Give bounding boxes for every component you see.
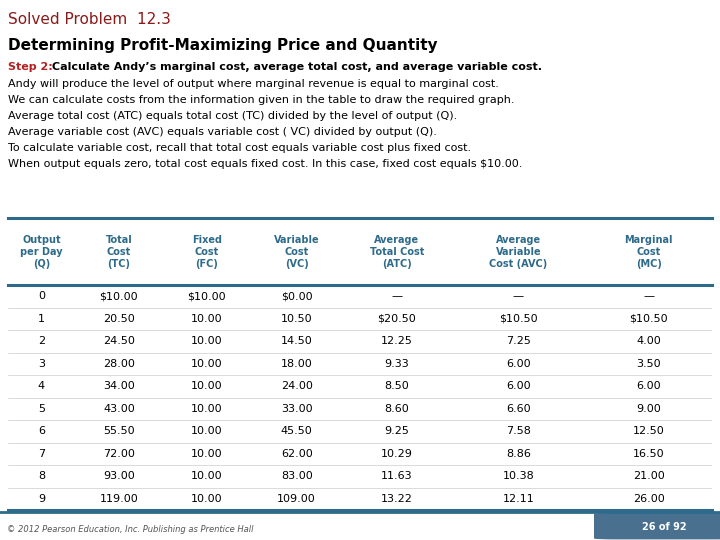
- Text: $10.00: $10.00: [188, 292, 226, 301]
- Text: 9: 9: [38, 494, 45, 504]
- Text: —: —: [513, 292, 524, 301]
- Text: 10.38: 10.38: [503, 471, 534, 481]
- FancyBboxPatch shape: [594, 513, 720, 539]
- Text: Variable
Cost
(VC): Variable Cost (VC): [274, 234, 320, 268]
- Text: 4: 4: [38, 381, 45, 391]
- Text: 10.00: 10.00: [191, 381, 222, 391]
- Text: $10.00: $10.00: [99, 292, 138, 301]
- Text: 12.11: 12.11: [503, 494, 534, 504]
- Text: Fixed
Cost
(FC): Fixed Cost (FC): [192, 234, 222, 268]
- Text: —: —: [643, 292, 654, 301]
- Text: Average
Total Cost
(ATC): Average Total Cost (ATC): [370, 234, 424, 268]
- Text: $10.50: $10.50: [629, 314, 668, 324]
- Text: To calculate variable cost, recall that total cost equals variable cost plus fix: To calculate variable cost, recall that …: [8, 143, 471, 153]
- Text: Average total cost (ATC) equals total cost (TC) divided by the level of output (: Average total cost (ATC) equals total co…: [8, 111, 457, 121]
- Text: 5: 5: [38, 404, 45, 414]
- Text: 33.00: 33.00: [281, 404, 312, 414]
- Text: 10.29: 10.29: [381, 449, 413, 459]
- Text: 4.00: 4.00: [636, 336, 661, 346]
- Text: 21.00: 21.00: [633, 471, 665, 481]
- Text: Average variable cost (AVC) equals variable cost ( VC) divided by output (Q).: Average variable cost (AVC) equals varia…: [8, 127, 437, 137]
- Text: 10.00: 10.00: [191, 494, 222, 504]
- Text: —: —: [392, 292, 402, 301]
- Text: 20.50: 20.50: [103, 314, 135, 324]
- Text: 9.33: 9.33: [384, 359, 410, 369]
- Text: $20.50: $20.50: [377, 314, 416, 324]
- Text: 8.86: 8.86: [506, 449, 531, 459]
- Text: 10.00: 10.00: [191, 404, 222, 414]
- Text: 10.50: 10.50: [281, 314, 312, 324]
- Text: Solved Problem  12.3: Solved Problem 12.3: [8, 12, 171, 27]
- Text: 11.63: 11.63: [381, 471, 413, 481]
- Text: 9.00: 9.00: [636, 404, 661, 414]
- Text: 26 of 92: 26 of 92: [642, 522, 686, 531]
- Text: 8: 8: [38, 471, 45, 481]
- Text: 119.00: 119.00: [99, 494, 138, 504]
- Text: 10.00: 10.00: [191, 426, 222, 436]
- Text: 43.00: 43.00: [103, 404, 135, 414]
- Text: © 2012 Pearson Education, Inc. Publishing as Prentice Hall: © 2012 Pearson Education, Inc. Publishin…: [7, 525, 253, 534]
- Text: 45.50: 45.50: [281, 426, 312, 436]
- Text: 18.00: 18.00: [281, 359, 312, 369]
- Text: 26.00: 26.00: [633, 494, 665, 504]
- Text: 34.00: 34.00: [103, 381, 135, 391]
- Text: 14.50: 14.50: [281, 336, 312, 346]
- Text: 13.22: 13.22: [381, 494, 413, 504]
- Text: 16.50: 16.50: [633, 449, 665, 459]
- Text: 10.00: 10.00: [191, 314, 222, 324]
- Text: We can calculate costs from the information given in the table to draw the requi: We can calculate costs from the informat…: [8, 95, 515, 105]
- Text: 7: 7: [38, 449, 45, 459]
- Text: 62.00: 62.00: [281, 449, 312, 459]
- Text: 28.00: 28.00: [103, 359, 135, 369]
- Text: 6.00: 6.00: [506, 359, 531, 369]
- Text: 6.00: 6.00: [506, 381, 531, 391]
- Text: 10.00: 10.00: [191, 359, 222, 369]
- Text: 24.00: 24.00: [281, 381, 312, 391]
- Text: 6.00: 6.00: [636, 381, 661, 391]
- Text: 109.00: 109.00: [277, 494, 316, 504]
- Text: 1: 1: [38, 314, 45, 324]
- Text: 93.00: 93.00: [103, 471, 135, 481]
- Text: 7.58: 7.58: [506, 426, 531, 436]
- Text: 2: 2: [38, 336, 45, 346]
- Text: $0.00: $0.00: [281, 292, 312, 301]
- Text: 55.50: 55.50: [103, 426, 135, 436]
- Text: When output equals zero, total cost equals fixed cost. In this case, fixed cost : When output equals zero, total cost equa…: [8, 159, 523, 169]
- Text: 12.50: 12.50: [633, 426, 665, 436]
- Text: 72.00: 72.00: [103, 449, 135, 459]
- Text: Output
per Day
(Q): Output per Day (Q): [20, 234, 63, 268]
- Text: 3: 3: [38, 359, 45, 369]
- Text: 0: 0: [38, 292, 45, 301]
- Text: Calculate Andy’s marginal cost, average total cost, and average variable cost.: Calculate Andy’s marginal cost, average …: [52, 62, 541, 72]
- Text: 8.50: 8.50: [384, 381, 410, 391]
- Text: 10.00: 10.00: [191, 471, 222, 481]
- Text: 6: 6: [38, 426, 45, 436]
- Text: 10.00: 10.00: [191, 336, 222, 346]
- Text: Andy will produce the level of output where marginal revenue is equal to margina: Andy will produce the level of output wh…: [8, 79, 499, 89]
- Text: 7.25: 7.25: [506, 336, 531, 346]
- Text: Total
Cost
(TC): Total Cost (TC): [106, 234, 132, 268]
- Text: 6.60: 6.60: [506, 404, 531, 414]
- Text: 9.25: 9.25: [384, 426, 410, 436]
- Text: 10.00: 10.00: [191, 449, 222, 459]
- Text: $10.50: $10.50: [499, 314, 538, 324]
- Text: Marginal
Cost
(MC): Marginal Cost (MC): [624, 234, 673, 268]
- Text: 8.60: 8.60: [384, 404, 410, 414]
- Text: 24.50: 24.50: [103, 336, 135, 346]
- Text: Average
Variable
Cost (AVC): Average Variable Cost (AVC): [490, 234, 547, 268]
- Text: 12.25: 12.25: [381, 336, 413, 346]
- Text: Determining Profit-Maximizing Price and Quantity: Determining Profit-Maximizing Price and …: [8, 38, 438, 53]
- Text: 3.50: 3.50: [636, 359, 661, 369]
- Text: 83.00: 83.00: [281, 471, 312, 481]
- Text: Step 2:: Step 2:: [8, 62, 60, 72]
